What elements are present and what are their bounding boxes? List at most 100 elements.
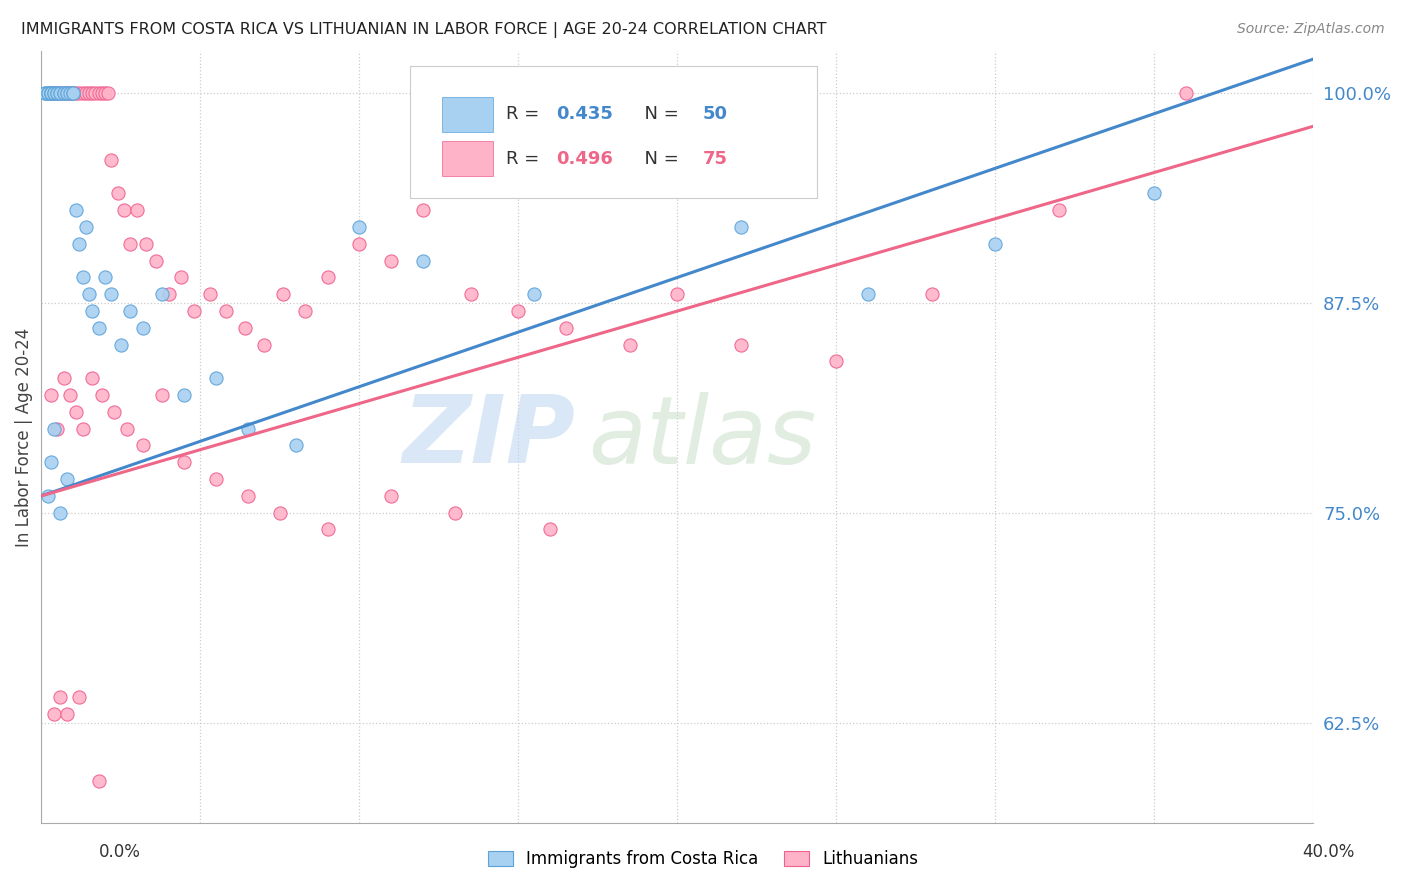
Point (349, 220, 371, 235)
Point (284, 438, 307, 452)
Point (120, 304, 142, 318)
Point (75, 86, 97, 100)
Point (271, 287, 294, 301)
Point (72, 270, 94, 285)
Point (87, 774, 110, 789)
Point (183, 304, 205, 318)
Point (62, 86, 84, 100)
Point (37, 86, 59, 100)
Point (72, 422, 94, 436)
Point (52, 86, 75, 100)
Point (49, 86, 72, 100)
Point (412, 203, 434, 218)
Point (42, 86, 65, 100)
Point (380, 253, 402, 268)
Point (87, 321, 110, 335)
Point (1143, 186, 1166, 201)
Point (65, 86, 87, 100)
Point (34, 86, 56, 100)
Text: atlas: atlas (588, 392, 817, 483)
Point (52, 371, 75, 385)
Point (42, 86, 65, 100)
Text: 50: 50 (703, 105, 728, 123)
Text: N =: N = (633, 105, 685, 123)
Point (115, 422, 138, 436)
Point (84, 86, 107, 100)
Point (236, 422, 259, 436)
Point (59, 86, 82, 100)
Point (508, 304, 530, 318)
Point (460, 287, 482, 301)
Point (150, 287, 173, 301)
Point (82, 86, 104, 100)
Point (269, 506, 291, 520)
Text: R =: R = (506, 150, 544, 168)
Text: 0.0%: 0.0% (98, 843, 141, 861)
Point (90, 86, 112, 100)
Point (65, 405, 87, 419)
Point (39, 388, 62, 402)
Point (236, 489, 259, 503)
Point (82, 371, 104, 385)
Point (205, 371, 228, 385)
Point (730, 220, 752, 235)
Point (82, 304, 104, 318)
Point (55, 86, 77, 100)
Point (215, 304, 238, 318)
Point (55, 86, 77, 100)
Point (1175, 86, 1198, 100)
Point (46, 422, 69, 436)
Point (49, 86, 72, 100)
Point (173, 388, 195, 402)
Text: 75: 75 (703, 150, 728, 168)
Point (984, 236, 1007, 251)
Point (39, 86, 62, 100)
Point (59, 86, 82, 100)
Point (69, 86, 91, 100)
Point (77, 287, 100, 301)
Point (46, 86, 69, 100)
Point (253, 337, 276, 351)
Point (39, 455, 62, 469)
Point (294, 304, 316, 318)
Point (316, 523, 339, 537)
Point (94, 270, 117, 285)
Point (100, 287, 122, 301)
Point (97, 86, 120, 100)
Point (170, 270, 193, 285)
Text: 40.0%: 40.0% (1302, 843, 1355, 861)
Point (100, 153, 122, 167)
Point (856, 287, 879, 301)
Point (145, 253, 167, 268)
Point (555, 321, 578, 335)
Point (619, 337, 641, 351)
Point (205, 472, 228, 486)
Point (112, 203, 135, 218)
Point (69, 690, 91, 705)
Point (49, 690, 72, 705)
Point (103, 405, 125, 419)
Point (538, 523, 561, 537)
Point (132, 438, 155, 452)
Point (34, 86, 56, 100)
Point (49, 506, 72, 520)
Point (75, 220, 97, 235)
Point (1047, 203, 1070, 218)
Point (150, 388, 173, 402)
Point (157, 287, 180, 301)
FancyBboxPatch shape (441, 97, 494, 132)
FancyBboxPatch shape (441, 141, 494, 176)
Point (349, 236, 371, 251)
Point (233, 321, 256, 335)
Point (52, 86, 75, 100)
Point (46, 86, 69, 100)
Text: 0.435: 0.435 (557, 105, 613, 123)
Point (69, 236, 91, 251)
Point (59, 388, 82, 402)
Point (110, 337, 132, 351)
Point (412, 253, 434, 268)
Point (730, 337, 752, 351)
Point (666, 287, 689, 301)
Text: IMMIGRANTS FROM COSTA RICA VS LITHUANIAN IN LABOR FORCE | AGE 20-24 CORRELATION : IMMIGRANTS FROM COSTA RICA VS LITHUANIAN… (21, 22, 827, 38)
Point (39, 86, 62, 100)
